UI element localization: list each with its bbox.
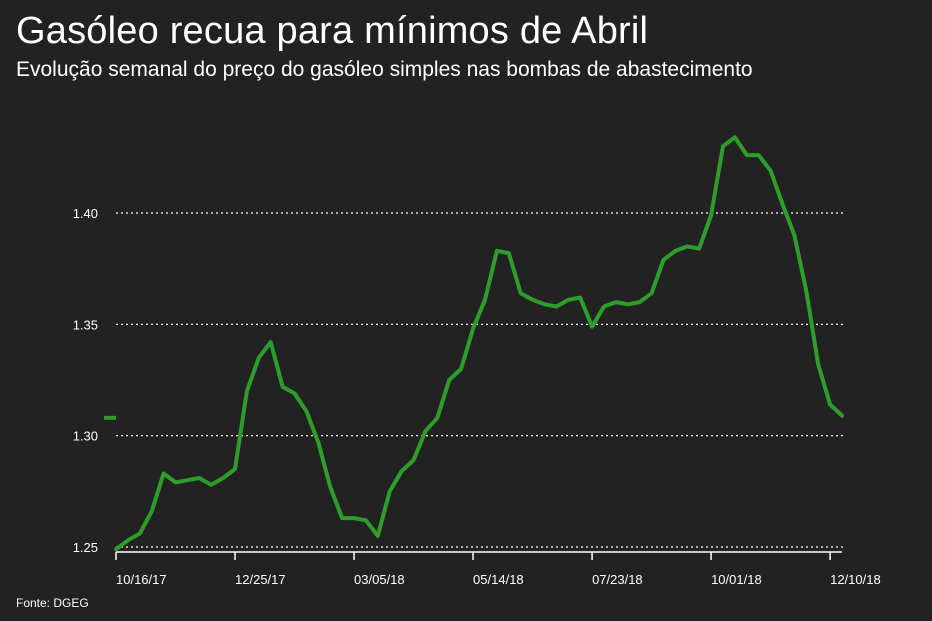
y-axis-ticks: 1.25 1.30 1.35 1.40 xyxy=(73,206,98,555)
y-tick-label: 1.30 xyxy=(73,429,98,444)
chart-title: Gasóleo recua para mínimos de Abril xyxy=(16,10,649,52)
series-line xyxy=(114,135,844,552)
x-axis-ticks: 10/16/17 12/25/17 03/05/18 05/14/18 07/23/18… xyxy=(115,552,881,587)
x-tick-label: 05/14/18 xyxy=(473,572,524,587)
source-note: Fonte: DGEG xyxy=(16,596,89,610)
x-tick-label: 10/01/18 xyxy=(711,572,762,587)
x-tick-label: 10/16/17 xyxy=(116,572,167,587)
y-tick-label: 1.40 xyxy=(73,206,98,221)
chart-subtitle: Evolução semanal do preço do gasóleo sim… xyxy=(16,58,753,81)
series-lines xyxy=(104,135,844,552)
x-tick-label: 07/23/18 xyxy=(592,572,643,587)
x-tick-label: 12/10/18 xyxy=(830,572,881,587)
y-tick-label: 1.35 xyxy=(73,317,98,332)
grid-lines xyxy=(116,212,844,548)
x-tick-label: 12/25/17 xyxy=(235,572,286,587)
y-tick-label: 1.25 xyxy=(73,540,98,555)
x-tick-label: 03/05/18 xyxy=(354,572,405,587)
